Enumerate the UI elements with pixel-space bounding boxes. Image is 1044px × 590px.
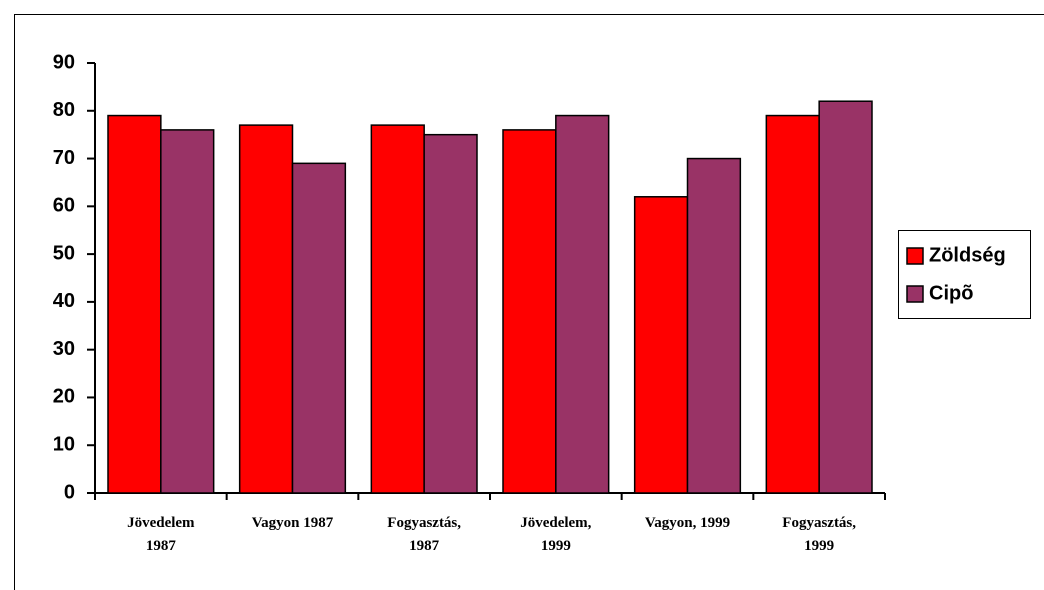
x-tick-label: Vagyon, 1999: [645, 515, 730, 531]
bar: [423, 133, 478, 494]
y-tick-label: 50: [53, 242, 75, 264]
x-tick-label: Jövedelem, 1999: [520, 515, 591, 554]
bar: [502, 129, 557, 494]
legend-label: Cipõ: [929, 282, 973, 304]
bar: [107, 114, 162, 494]
y-tick-label: 30: [53, 338, 75, 360]
bar: [291, 162, 347, 494]
legend: [898, 230, 1031, 319]
bar: [160, 129, 215, 494]
legend-swatch: [906, 285, 924, 303]
y-tick-label: 60: [53, 195, 75, 217]
bar: [686, 157, 742, 494]
x-tick-label: Fogyasztás, 1987: [387, 515, 461, 554]
x-tick-label: Vagyon 1987: [252, 515, 334, 531]
y-tick-label: 10: [53, 434, 75, 456]
bar: [818, 100, 873, 494]
y-tick-label: 0: [64, 481, 75, 503]
y-tick-label: 40: [53, 290, 75, 312]
bar: [238, 124, 294, 494]
x-tick-label: Jövedelem 1987: [127, 515, 195, 554]
x-tick-label: Fogyasztás, 1999: [782, 515, 856, 554]
y-tick-label: 80: [53, 99, 75, 121]
bar: [633, 196, 689, 494]
chart-frame: [14, 14, 1044, 590]
legend-label: Zöldség: [929, 244, 1006, 266]
bar: [765, 114, 820, 494]
y-tick-label: 90: [53, 51, 75, 73]
bar: [370, 124, 425, 494]
y-tick-label: 20: [53, 386, 75, 408]
bar: [555, 114, 610, 494]
y-tick-label: 70: [53, 147, 75, 169]
legend-swatch: [906, 247, 924, 265]
